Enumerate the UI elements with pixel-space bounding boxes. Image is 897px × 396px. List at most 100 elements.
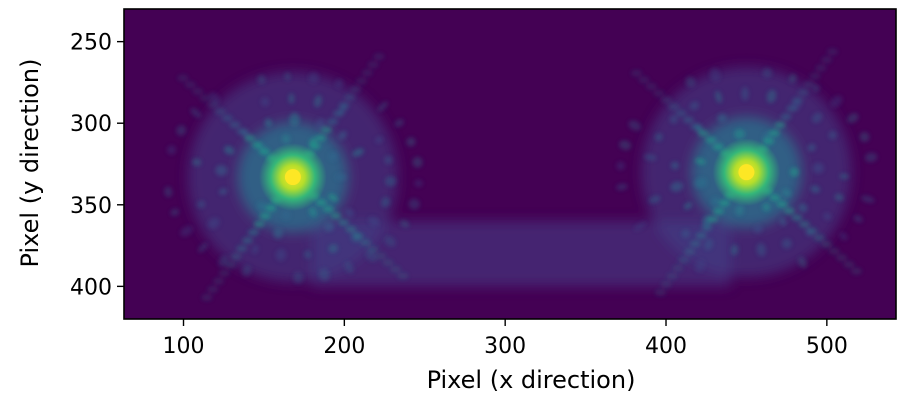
fringe-spot <box>670 161 679 170</box>
fringe-spot <box>251 245 259 254</box>
fringe-spot <box>170 208 180 216</box>
fringe-spot <box>633 221 647 231</box>
streak-spot <box>177 74 189 82</box>
fringe-spot <box>261 97 270 107</box>
fringe-spot <box>324 221 335 232</box>
fringe-spot <box>762 67 773 78</box>
streak-spot <box>672 264 684 272</box>
fringe-spot <box>377 101 388 112</box>
fringe-spot <box>315 118 326 130</box>
streak-spot <box>236 128 248 136</box>
streak-spot <box>654 289 666 297</box>
streak-spot <box>214 107 226 115</box>
x-tick-label: 400 <box>645 334 687 359</box>
fringe-spot <box>368 216 380 227</box>
fringe-spot <box>685 76 696 88</box>
peak-center <box>284 169 301 186</box>
streak-spot <box>813 234 825 242</box>
fringe-spot <box>839 232 848 241</box>
streak-spot <box>645 83 657 91</box>
fringe-spot <box>847 113 859 124</box>
streak-spot <box>207 101 219 109</box>
fringe-spot <box>180 225 193 237</box>
streak-spot <box>192 87 204 95</box>
fringe-spot <box>715 90 723 104</box>
fringe-spot <box>264 118 273 128</box>
fringe-spot <box>308 72 320 84</box>
streak-spot <box>791 214 803 222</box>
streak-spot <box>265 204 277 212</box>
streak-spot <box>638 76 650 84</box>
streak-spot <box>199 94 211 102</box>
streak-spot <box>809 72 821 80</box>
fringe-spot <box>812 84 820 93</box>
fringe-spot <box>257 74 266 85</box>
streak-spot <box>201 293 213 301</box>
streak-spot <box>712 143 724 151</box>
fringe-spot <box>365 249 377 263</box>
streak-spot <box>668 103 680 111</box>
streak-spot <box>361 69 373 77</box>
streak-spot <box>843 260 855 268</box>
fringe-spot <box>788 73 797 84</box>
streak-spot <box>653 89 665 97</box>
streak-spot <box>332 110 344 118</box>
streak-spot <box>338 101 350 109</box>
streak-spot <box>826 48 838 56</box>
fringe-spot <box>839 173 849 180</box>
streak-spot <box>690 123 702 131</box>
streak-spot <box>236 245 248 253</box>
fringe-spot <box>191 158 202 167</box>
streak-spot <box>330 212 342 220</box>
y-tick-label: 350 <box>70 194 112 219</box>
fringe-spot <box>781 238 792 249</box>
fringe-spot <box>735 204 744 216</box>
streak-spot <box>321 126 333 134</box>
fringe-spot <box>830 95 843 108</box>
streak-spot <box>776 200 788 208</box>
streak-spot <box>803 80 815 88</box>
fringe-spot <box>257 201 266 211</box>
streak-spot <box>224 261 236 269</box>
y-tick-label: 400 <box>70 275 112 300</box>
streak-spot <box>682 116 694 124</box>
fringe-spot <box>344 261 354 274</box>
streak-spot <box>323 205 335 213</box>
streak-spot <box>713 207 725 215</box>
streak-spot <box>780 113 792 121</box>
streak-spot <box>689 240 701 248</box>
fringe-spot <box>166 145 177 155</box>
fringe-spot <box>328 244 339 253</box>
streak-spot <box>355 77 367 85</box>
streak-spot <box>774 121 786 129</box>
fringe-spot <box>669 115 678 124</box>
fringe-spot <box>741 86 749 101</box>
streak-spot <box>259 212 271 220</box>
streak-spot <box>367 245 379 253</box>
fringe-spot <box>694 177 707 189</box>
streak-spot <box>718 199 730 207</box>
fringe-spot <box>275 248 287 261</box>
streak-spot <box>784 207 796 215</box>
streak-spot <box>184 81 196 89</box>
y-axis: 250 300 350 400 <box>70 31 124 300</box>
streak-spot <box>821 56 833 64</box>
streak-spot <box>259 148 271 156</box>
fringe-spot <box>628 120 642 131</box>
peak-center <box>738 164 755 181</box>
fringe-spot <box>352 148 364 157</box>
streak-spot <box>792 97 804 105</box>
streak-spot <box>660 280 672 288</box>
fringe-spot <box>864 152 878 163</box>
fringe-spot <box>281 134 291 144</box>
fringe-spot <box>730 244 739 256</box>
fringe-spot <box>782 188 792 198</box>
fringe-spot <box>394 118 404 128</box>
streak-spot <box>798 220 810 228</box>
streak-spot <box>251 141 263 149</box>
streak-spot <box>695 232 707 240</box>
fringe-spot <box>756 243 766 257</box>
fringe-spot <box>798 256 807 268</box>
fringe-spot <box>709 67 721 82</box>
